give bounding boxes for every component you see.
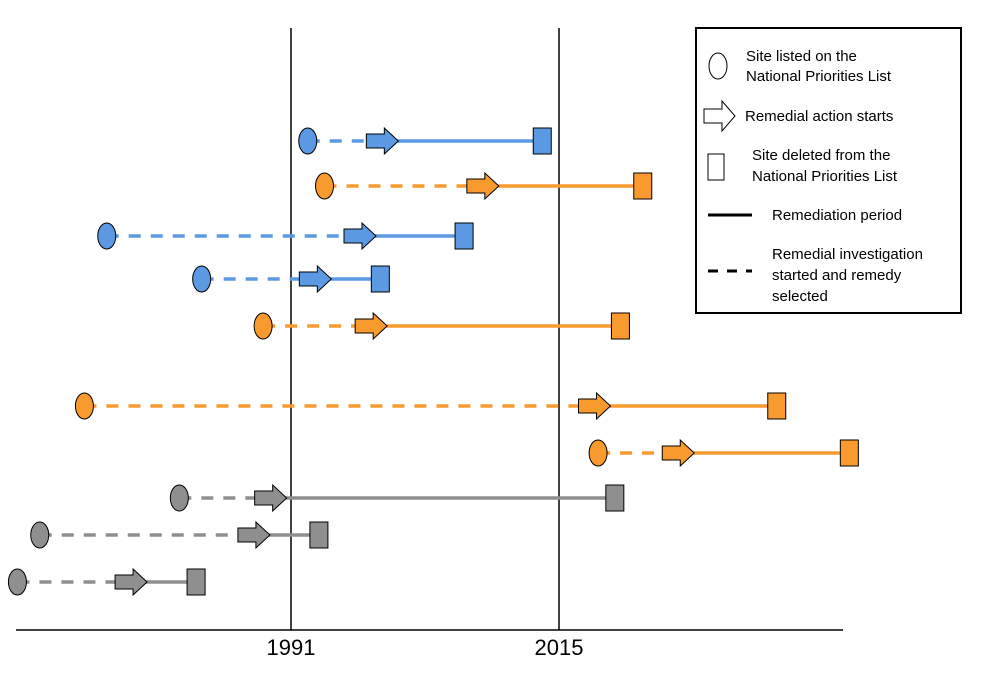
- site-row: [30, 520, 329, 550]
- listed-circle-marker: [315, 172, 334, 200]
- legend-deleted-line2: National Priorities List: [752, 168, 898, 185]
- legend-investigation-line3: selected: [772, 288, 828, 305]
- site-row: [74, 391, 787, 421]
- deleted-square-marker: [454, 222, 474, 250]
- site-row: [192, 264, 390, 294]
- listed-circle-marker: [169, 484, 189, 512]
- site-row: [298, 126, 552, 156]
- axis-label-1991: 1991: [267, 635, 316, 660]
- action-start-arrow-marker: [254, 483, 288, 513]
- legend-deleted-line1: Site deleted from the: [752, 147, 890, 164]
- deleted-square-marker: [532, 127, 552, 155]
- legend-listed-line2: National Priorities List: [746, 68, 892, 85]
- deleted-square-marker: [633, 172, 653, 200]
- listed-circle-marker: [253, 312, 273, 340]
- site-row: [315, 171, 653, 201]
- deleted-square-marker: [610, 312, 630, 340]
- deleted-square-marker: [370, 265, 390, 293]
- site-rows: [7, 126, 859, 597]
- deleted-square-marker: [767, 392, 787, 420]
- arrow-icon: [703, 99, 736, 133]
- action-start-arrow-marker: [354, 311, 388, 341]
- site-row: [588, 438, 859, 468]
- axis-label-2015: 2015: [535, 635, 584, 660]
- listed-circle-marker: [298, 127, 318, 155]
- action-start-arrow-marker: [298, 264, 333, 294]
- listed-circle-marker: [74, 392, 94, 420]
- action-start-arrow-marker: [365, 126, 400, 156]
- site-row: [7, 567, 206, 597]
- listed-circle-marker: [30, 521, 50, 549]
- deleted-square-marker: [186, 568, 206, 596]
- action-start-arrow-marker: [237, 520, 271, 550]
- site-row: [253, 311, 630, 341]
- legend-investigation-line2: started and remedy: [772, 267, 902, 284]
- listed-circle-marker: [192, 265, 212, 293]
- deleted-square-marker: [839, 439, 859, 467]
- action-start-arrow-marker: [661, 438, 695, 468]
- site-row: [169, 483, 625, 513]
- legend-action-starts: Remedial action starts: [745, 108, 893, 125]
- legend-remediation-period: Remediation period: [772, 207, 902, 224]
- legend: Site listed on the National Priorities L…: [695, 27, 962, 314]
- site-row: [97, 221, 474, 251]
- listed-circle-marker: [7, 568, 27, 596]
- legend-investigation-line1: Remedial investigation: [772, 246, 923, 263]
- circle-icon: [708, 52, 728, 80]
- legend-listed-line1: Site listed on the: [746, 48, 857, 65]
- action-start-arrow-marker: [578, 391, 612, 421]
- listed-circle-marker: [97, 222, 117, 250]
- deleted-square-marker: [605, 484, 625, 512]
- action-start-arrow-marker: [343, 221, 377, 251]
- action-start-arrow-marker: [114, 567, 148, 597]
- legend-box: [695, 27, 962, 314]
- listed-circle-marker: [588, 439, 608, 467]
- square-icon: [707, 153, 725, 181]
- action-start-arrow-marker: [466, 171, 500, 201]
- deleted-square-marker: [309, 521, 329, 549]
